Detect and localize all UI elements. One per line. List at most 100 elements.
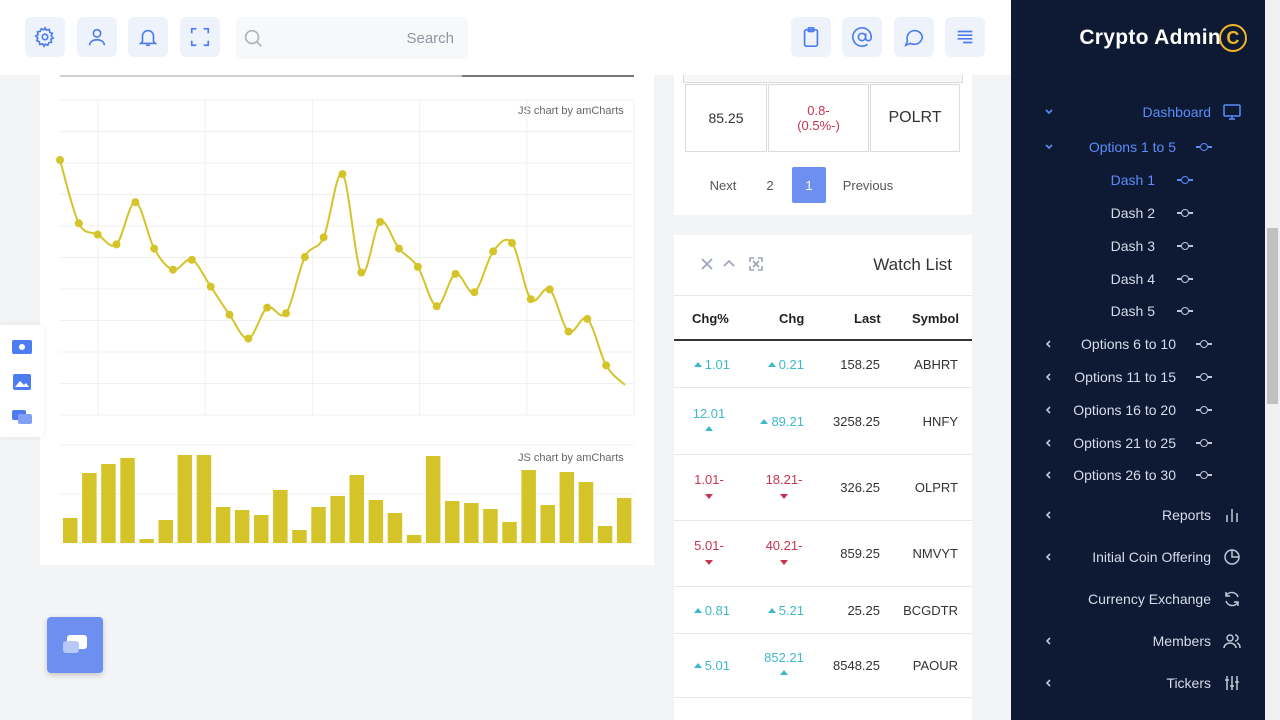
sidebar-item-dash-2[interactable]: Dash 2 [1011, 200, 1265, 226]
chevron-left-icon[interactable] [1044, 634, 1054, 649]
line-point[interactable] [583, 314, 592, 323]
chevron-left-icon[interactable] [1044, 337, 1054, 352]
money-button[interactable] [10, 335, 34, 359]
line-point[interactable] [263, 303, 272, 312]
bar[interactable] [616, 498, 632, 543]
search-box[interactable] [236, 17, 468, 59]
line-point[interactable] [300, 253, 309, 262]
email-button[interactable] [842, 17, 882, 57]
bar[interactable] [559, 472, 575, 543]
bar[interactable] [101, 464, 116, 543]
sidebar-item-dash-5[interactable]: Dash 5 [1011, 298, 1265, 324]
line-point[interactable] [338, 170, 347, 179]
bar[interactable] [139, 539, 154, 543]
line-point[interactable] [150, 244, 159, 253]
scrollbar-range[interactable] [462, 75, 634, 77]
line-point[interactable] [564, 327, 573, 336]
page-scrollbar-thumb[interactable] [1267, 228, 1278, 404]
line-point[interactable] [413, 262, 422, 271]
sidebar-item-options-11-to-15[interactable]: Options 11 to 15 [1011, 364, 1265, 390]
sidebar-item-dash-4[interactable]: Dash 4 [1011, 266, 1265, 292]
bar[interactable] [63, 518, 78, 543]
bar[interactable] [254, 515, 269, 543]
line-point[interactable] [376, 217, 385, 226]
line-point[interactable] [470, 288, 479, 297]
chevron-left-icon[interactable] [1044, 550, 1054, 565]
chevron-up-icon[interactable] [722, 257, 736, 271]
scrollbar-track[interactable] [60, 75, 634, 77]
line-point[interactable] [93, 230, 102, 239]
close-icon[interactable] [700, 257, 714, 271]
watchlist-row[interactable]: 1.01- 18.21- 326.25 OLPRT [674, 455, 972, 521]
bar[interactable] [349, 475, 365, 543]
chevron-down-icon[interactable] [1044, 105, 1054, 120]
sidebar-item-tickers[interactable]: Tickers [1011, 670, 1265, 696]
line-point[interactable] [187, 255, 196, 264]
bar[interactable] [483, 509, 498, 543]
bar[interactable] [464, 503, 479, 543]
sidebar-item-dash-3[interactable]: Dash 3 [1011, 233, 1265, 259]
expand-icon[interactable] [749, 257, 763, 271]
line-point[interactable] [489, 247, 498, 256]
bar[interactable] [445, 501, 460, 543]
chevron-down-icon[interactable] [1044, 140, 1054, 155]
sidebar-item-dash-1[interactable]: Dash 1 [1011, 167, 1265, 193]
col-chg[interactable]: Chg [779, 311, 805, 326]
chart-credit[interactable]: JS chart by amCharts [518, 105, 624, 117]
chevron-left-icon[interactable] [1044, 436, 1054, 451]
line-point[interactable] [244, 334, 253, 343]
bar[interactable] [158, 520, 174, 543]
line-point[interactable] [395, 244, 403, 253]
col-last[interactable]: Last [854, 311, 881, 326]
gallery-button[interactable] [10, 370, 34, 394]
bar[interactable] [406, 535, 422, 543]
bar[interactable] [330, 496, 345, 543]
bar[interactable] [292, 530, 307, 543]
sidebar-item-reports[interactable]: Reports [1011, 502, 1265, 528]
line-point[interactable] [508, 238, 516, 247]
line-point[interactable] [206, 282, 215, 291]
line-point[interactable] [74, 219, 83, 228]
line-point[interactable] [112, 240, 121, 249]
bar[interactable] [368, 500, 384, 543]
col-symbol[interactable]: Symbol [912, 311, 959, 326]
watchlist-row[interactable]: 5.01 852.21 8548.25 PAOUR [674, 634, 972, 698]
sidebar-item-initial-coin-offering[interactable]: Initial Coin Offering [1011, 544, 1265, 570]
line-point[interactable] [319, 233, 328, 242]
sidebar-item-options-6-to-10[interactable]: Options 6 to 10 [1011, 331, 1265, 357]
line-point[interactable] [225, 310, 234, 319]
clipboard-button[interactable] [791, 17, 831, 57]
bar[interactable] [215, 507, 231, 543]
bar[interactable] [311, 507, 326, 543]
pager-page-1[interactable]: 1 [792, 167, 826, 203]
line-point[interactable] [131, 198, 140, 207]
pager-page-2[interactable]: 2 [766, 177, 774, 193]
sidebar-item-currency-exchange[interactable]: Currency Exchange [1011, 586, 1265, 612]
pager-previous[interactable]: Previous [842, 177, 894, 193]
messages-button[interactable] [10, 405, 34, 429]
watchlist-row[interactable]: 5.01- 40.21- 859.25 NMVYT [674, 521, 972, 587]
bar[interactable] [177, 455, 193, 543]
line-point[interactable] [545, 285, 554, 294]
bar[interactable] [387, 513, 403, 543]
line-point[interactable] [432, 302, 441, 311]
settings-button[interactable] [25, 17, 65, 57]
notifications-button[interactable] [128, 17, 168, 57]
bar[interactable] [196, 455, 212, 543]
chart-credit[interactable]: JS chart by amCharts [518, 452, 624, 464]
chevron-left-icon[interactable] [1044, 370, 1054, 385]
chevron-left-icon[interactable] [1044, 676, 1054, 691]
sidebar-item-options-1-to-5[interactable]: Options 1 to 5 [1011, 134, 1265, 160]
bar[interactable] [578, 482, 594, 543]
line-point[interactable] [169, 265, 177, 274]
watchlist-row[interactable]: 12.01 89.21 3258.25 HNFY [674, 388, 972, 455]
line-point[interactable] [282, 309, 290, 318]
line-point[interactable] [56, 156, 64, 164]
sidebar-item-members[interactable]: Members [1011, 628, 1265, 654]
bar[interactable] [597, 526, 613, 543]
menu-toggle-button[interactable] [945, 17, 985, 57]
bar[interactable] [521, 470, 536, 543]
chevron-left-icon[interactable] [1044, 468, 1054, 483]
watchlist-row[interactable]: 1.01 0.21 158.25 ABHRT [674, 341, 972, 388]
bar[interactable] [120, 458, 135, 543]
